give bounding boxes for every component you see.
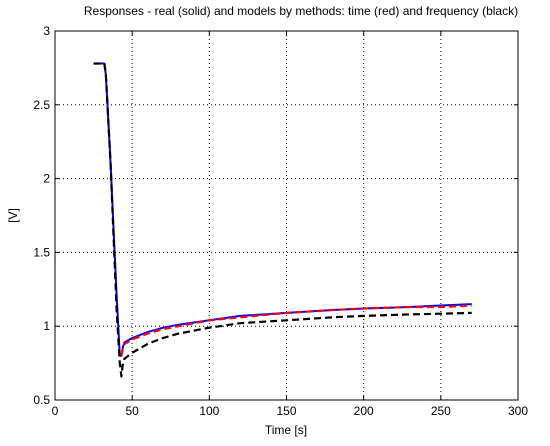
series-line-2 bbox=[120, 304, 472, 356]
y-tick-label: 2 bbox=[43, 172, 50, 186]
grid-lines bbox=[55, 31, 518, 400]
x-tick-label: 100 bbox=[199, 404, 219, 418]
y-tick-label: 3 bbox=[43, 24, 50, 38]
x-tick-label: 0 bbox=[52, 404, 59, 418]
y-axis-label: [V] bbox=[6, 208, 20, 223]
x-tick-label: 150 bbox=[276, 404, 296, 418]
data-series bbox=[93, 62, 472, 378]
chart-title: Responses - real (solid) and models by m… bbox=[84, 4, 518, 18]
axis-ticks: 0 50 100 150 200 250 300 0.5 1 1.5 2 2.5 3 bbox=[33, 24, 528, 418]
y-tick-label: 0.5 bbox=[33, 393, 50, 407]
x-tick-label: 50 bbox=[125, 404, 139, 418]
y-tick-label: 1.5 bbox=[33, 245, 50, 259]
y-tick-label: 1 bbox=[43, 319, 50, 333]
x-axis-label: Time [s] bbox=[265, 423, 307, 437]
x-tick-label: 250 bbox=[431, 404, 451, 418]
x-tick-label: 200 bbox=[354, 404, 374, 418]
series-line-3 bbox=[93, 62, 472, 378]
x-tick-label: 300 bbox=[508, 404, 528, 418]
y-tick-label: 2.5 bbox=[33, 98, 50, 112]
